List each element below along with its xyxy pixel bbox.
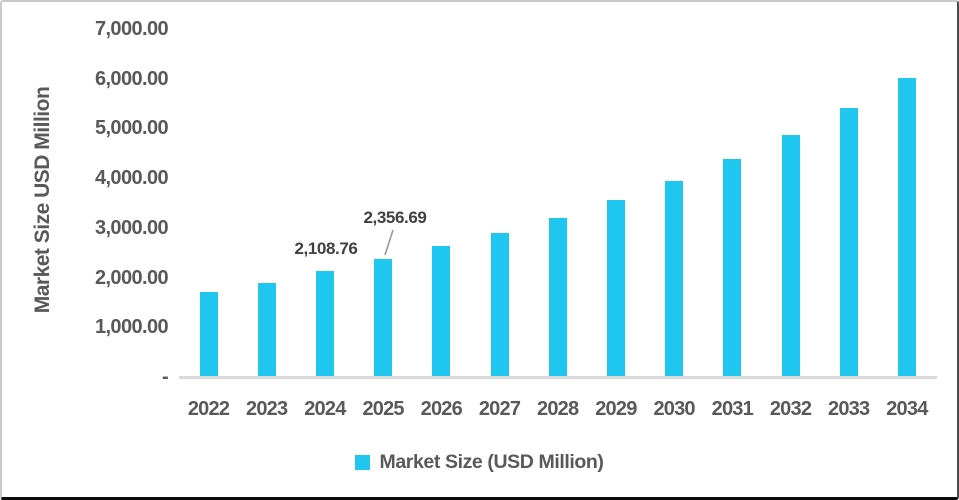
bar-2031 — [723, 158, 742, 376]
y-tick-label: 4,000.00 — [94, 167, 169, 190]
y-tick-label: 6,000.00 — [94, 67, 169, 90]
x-tick-label-2022: 2022 — [187, 398, 230, 420]
bar-2022 — [199, 292, 218, 376]
bar-2034 — [897, 77, 916, 376]
y-tick-label: 5,000.00 — [94, 117, 169, 140]
bar-2026 — [432, 245, 451, 376]
legend: Market Size (USD Million) — [2, 452, 957, 472]
y-tick-label: 2,000.00 — [94, 266, 169, 289]
x-tick-label-2030: 2030 — [653, 398, 695, 420]
bar-2032 — [781, 134, 800, 376]
y-tick-label: - — [161, 366, 169, 388]
bar-2030 — [665, 180, 684, 376]
bar-2029 — [606, 200, 625, 376]
data-label-2025: 2,356.69 — [363, 208, 427, 227]
x-tick-label-2025: 2025 — [362, 398, 404, 420]
x-tick-label-2034: 2034 — [886, 398, 928, 420]
x-axis-line — [179, 376, 937, 379]
x-tick-label-2031: 2031 — [711, 398, 754, 420]
bar-2027 — [490, 232, 509, 376]
x-tick-label-2024: 2024 — [304, 398, 346, 420]
legend-swatch-icon — [355, 454, 371, 470]
x-tick-label-2026: 2026 — [420, 398, 463, 420]
x-tick-label-2028: 2028 — [537, 398, 579, 420]
y-tick-label: 3,000.00 — [94, 216, 169, 239]
legend-label: Market Size (USD Million) — [379, 451, 604, 473]
x-tick-label-2023: 2023 — [246, 398, 288, 420]
bar-2024 — [315, 271, 334, 376]
bar-2023 — [257, 282, 276, 376]
y-tick-label: 1,000.00 — [94, 316, 169, 339]
data-label-2024: 2,108.76 — [294, 239, 358, 258]
bar-2033 — [839, 107, 858, 376]
bar-2025 — [374, 258, 393, 376]
x-tick-label-2033: 2033 — [828, 398, 870, 420]
x-tick-label-2027: 2027 — [478, 398, 521, 420]
y-tick-label: 7,000.00 — [94, 18, 169, 40]
x-tick-label-2032: 2032 — [769, 398, 812, 420]
bar-2028 — [548, 217, 567, 376]
x-tick-label-2029: 2029 — [595, 398, 637, 420]
